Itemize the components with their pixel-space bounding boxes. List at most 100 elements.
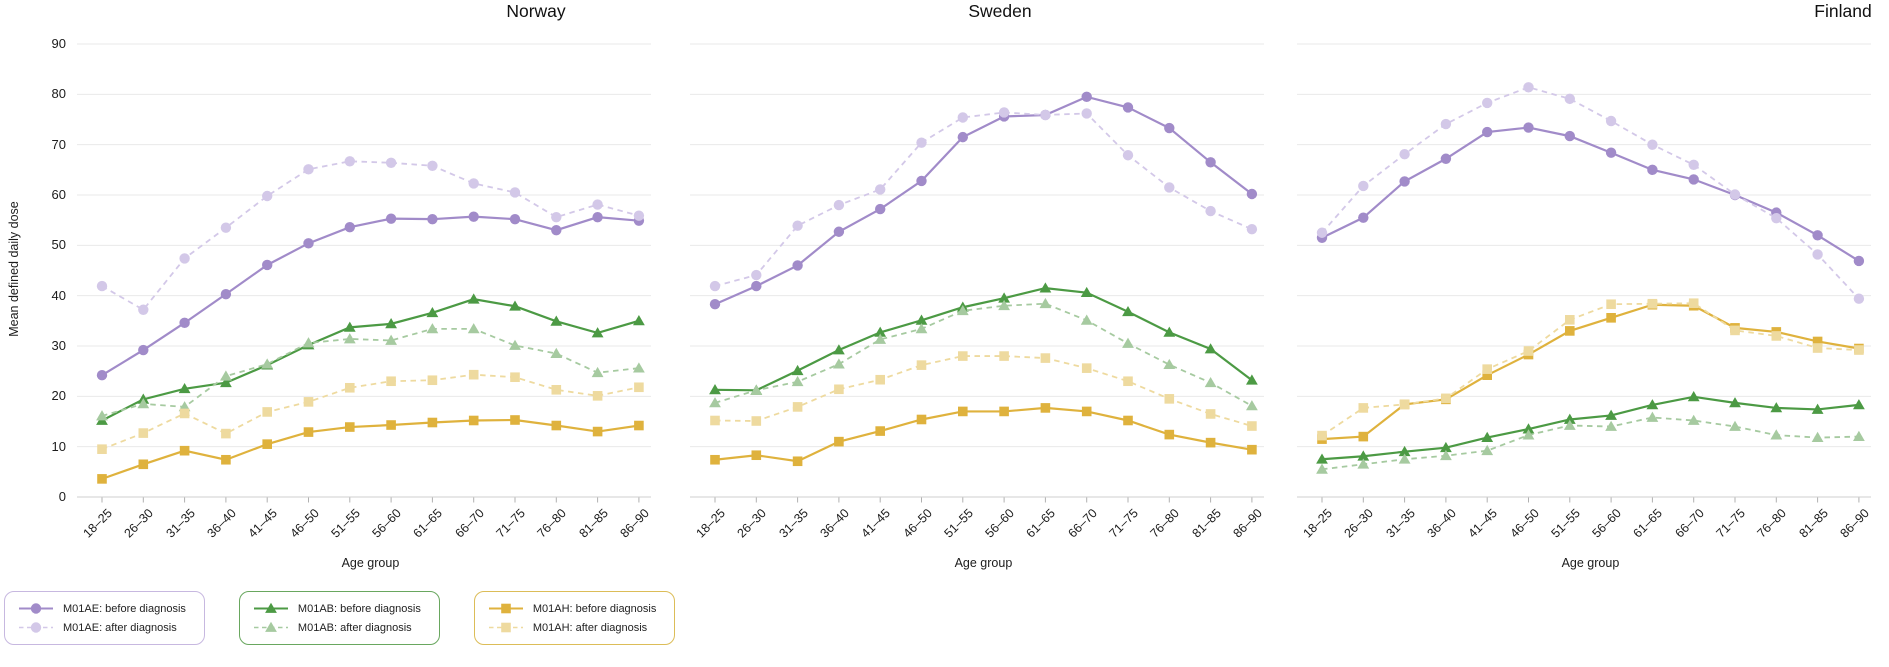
y-tick-label: 0 xyxy=(58,489,66,504)
triangle-marker-icon xyxy=(343,321,356,332)
square-marker-icon xyxy=(1247,444,1257,455)
square-marker-icon xyxy=(138,428,149,438)
legend-entry: M01AE: after diagnosis xyxy=(18,621,186,634)
panel-title: Sweden xyxy=(968,1,1032,21)
circle-marker-icon xyxy=(751,269,762,281)
square-marker-icon xyxy=(1441,393,1451,404)
triangle-marker-icon xyxy=(874,333,887,344)
square-marker-icon xyxy=(710,454,720,465)
triangle-marker-icon xyxy=(1039,297,1052,309)
x-tick-label: 41–45 xyxy=(858,506,894,541)
x-tick-label: 56–60 xyxy=(982,506,1017,541)
x-tick-label: 81–85 xyxy=(1189,506,1224,541)
x-tick-label: 56–60 xyxy=(369,506,404,541)
triangle-marker-icon xyxy=(509,339,521,350)
circle-marker-icon xyxy=(1647,164,1658,176)
square-marker-icon xyxy=(834,436,844,447)
circle-marker-icon xyxy=(551,225,562,236)
series-m01ah-after-diagnosis xyxy=(1317,298,1864,441)
circle-marker-icon xyxy=(179,317,190,329)
series-m01ae-before-diagnosis xyxy=(1316,122,1865,267)
square-marker-icon xyxy=(751,450,762,461)
circle-marker-icon xyxy=(1205,157,1216,168)
circle-marker-icon xyxy=(30,622,42,633)
square-marker-icon xyxy=(501,622,511,633)
square-marker-icon xyxy=(1606,299,1616,310)
x-tick-label: 51–55 xyxy=(941,506,976,541)
legend-entry: M01AH: after diagnosis xyxy=(488,621,657,634)
triangle-marker-icon xyxy=(1563,413,1576,424)
triangle-marker-icon xyxy=(750,384,763,395)
y-tick-label: 60 xyxy=(51,187,66,202)
square-marker-icon xyxy=(1565,326,1575,336)
gridlines xyxy=(77,43,651,498)
y-tick-label: 70 xyxy=(51,136,66,152)
square-marker-icon xyxy=(468,415,479,426)
triangle-marker-icon xyxy=(426,306,439,318)
square-marker-icon xyxy=(138,459,149,470)
square-marker-icon xyxy=(221,454,231,465)
triangle-marker-icon xyxy=(998,299,1010,311)
square-marker-icon xyxy=(1123,415,1133,426)
x-axis-label: Age group xyxy=(341,556,400,570)
triangle-marker-icon xyxy=(302,337,315,348)
circle-marker-icon xyxy=(1853,255,1865,267)
circle-marker-icon xyxy=(1605,115,1617,127)
circle-marker-icon xyxy=(1482,126,1493,138)
x-tick-label: 51–55 xyxy=(1548,506,1583,541)
circle-marker-icon xyxy=(916,175,927,187)
series-m01ae-after-diagnosis xyxy=(1316,82,1865,304)
circle-marker-icon xyxy=(1164,182,1175,193)
triangle-marker-icon xyxy=(1770,429,1783,440)
legend-entry: M01AB: after diagnosis xyxy=(253,621,421,634)
circle-marker-icon xyxy=(957,131,968,143)
triangle-marker-icon xyxy=(1163,358,1176,370)
x-tick-label: 61–65 xyxy=(410,506,446,541)
panel-title: Norway xyxy=(506,1,566,21)
circle-marker-icon xyxy=(303,164,314,175)
triangle-marker-icon xyxy=(385,318,397,329)
legend-entry-label: M01AH: after diagnosis xyxy=(532,621,648,634)
square-marker-icon xyxy=(1040,403,1051,413)
legend-box: M01AB: before diagnosis M01AB: after diag… xyxy=(238,591,440,645)
circle-marker-icon xyxy=(1399,149,1410,160)
triangle-marker-icon xyxy=(591,327,604,338)
square-marker-icon xyxy=(1482,370,1492,380)
triangle-marker-icon xyxy=(1357,458,1370,469)
gridlines xyxy=(1297,43,1871,498)
triangle-marker-icon xyxy=(633,315,645,326)
x-tick-label: 18–25 xyxy=(693,506,728,541)
triangle-marker-icon xyxy=(1522,423,1535,434)
triangle-marker-icon xyxy=(1687,414,1700,425)
circle-marker-icon xyxy=(96,369,108,381)
x-tick-label: 26–30 xyxy=(734,506,770,541)
square-marker-icon xyxy=(875,374,885,385)
circle-marker-icon xyxy=(1122,102,1134,113)
circle-marker-icon xyxy=(1440,153,1452,164)
circle-marker-icon xyxy=(262,190,273,202)
square-marker-icon xyxy=(1565,315,1575,325)
legend-entry: M01AH: before diagnosis xyxy=(488,602,656,615)
triangle-marker-icon xyxy=(1481,431,1494,443)
square-marker-icon xyxy=(1771,331,1782,341)
x-tick-label: 18–25 xyxy=(1300,506,1335,541)
x-tick-label: 41–45 xyxy=(1465,506,1501,541)
circle-marker-icon xyxy=(1164,122,1175,134)
circle-marker-icon xyxy=(344,222,355,233)
circle-marker-icon xyxy=(1081,91,1092,103)
triangle-marker-icon xyxy=(709,397,721,408)
circle-marker-icon xyxy=(709,299,721,310)
square-marker-icon xyxy=(916,414,927,425)
triangle-marker-icon xyxy=(1039,282,1052,293)
triangle-marker-icon xyxy=(1522,429,1535,440)
square-marker-icon xyxy=(916,360,927,370)
square-marker-icon xyxy=(1205,437,1216,448)
square-marker-icon xyxy=(551,384,562,395)
circle-marker-icon xyxy=(1246,188,1258,200)
square-marker-icon xyxy=(1523,346,1534,356)
square-marker-icon xyxy=(999,351,1009,361)
series-m01ae-before-diagnosis xyxy=(709,91,1258,310)
triangle-marker-icon xyxy=(1398,445,1411,457)
circle-marker-icon xyxy=(1246,224,1258,235)
circle-marker-icon xyxy=(833,199,845,211)
